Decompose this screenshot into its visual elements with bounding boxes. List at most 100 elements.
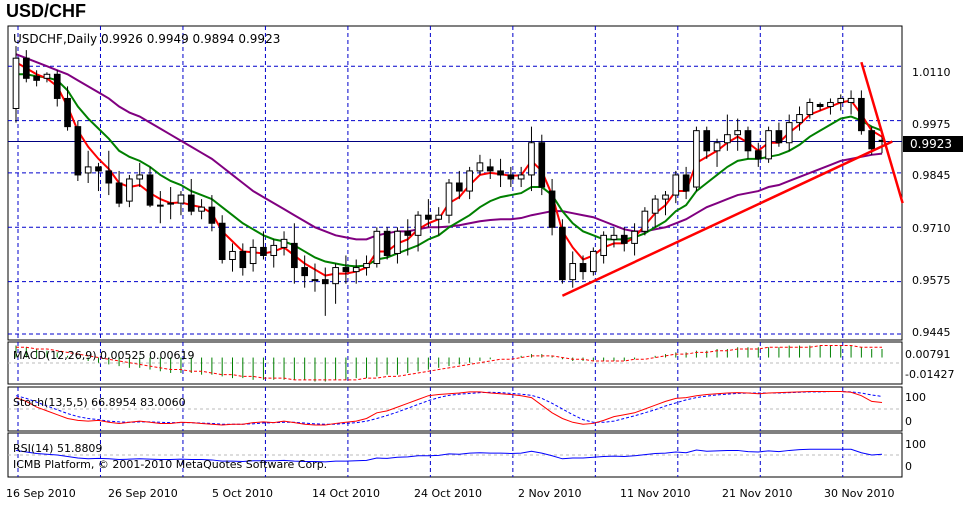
price-tick: 0.9845 — [912, 169, 951, 182]
candle-body — [187, 194, 195, 212]
price-tick: 0.9575 — [912, 274, 951, 287]
candle-body — [291, 242, 298, 269]
candle-body — [806, 101, 814, 116]
candle-body — [105, 170, 113, 184]
candle-body — [641, 210, 649, 232]
candle-body — [816, 103, 824, 107]
price-axis: 1.0110 0.9975 0.9845 0.9710 0.9575 0.944… — [912, 66, 951, 339]
candle-body — [321, 279, 329, 285]
candle-body — [383, 230, 391, 256]
candle-body — [847, 97, 855, 103]
candle-body — [517, 174, 525, 180]
rsi-axis-bottom: 0 — [905, 460, 912, 473]
date-tick: 30 Nov 2010 — [824, 487, 894, 500]
candle-body — [466, 170, 473, 192]
macd-signal-line — [16, 345, 882, 381]
date-tick: 16 Sep 2010 — [6, 487, 76, 500]
date-tick: 24 Oct 2010 — [414, 487, 482, 500]
candle-body — [734, 130, 742, 136]
candle-body — [837, 97, 845, 103]
candle-body — [455, 182, 463, 192]
candle-body — [414, 214, 422, 236]
copyright-footer: ICMB Platform, © 2001-2010 MetaQuotes So… — [13, 458, 327, 471]
stoch-axis-bottom: 0 — [905, 415, 912, 428]
candle-body — [569, 263, 577, 281]
current-price-label: 0.9923 — [910, 137, 952, 151]
candle-body — [713, 142, 721, 152]
candle-body — [239, 250, 247, 269]
grid-lines — [8, 26, 902, 477]
candle-body — [198, 206, 205, 212]
candle-body — [260, 246, 267, 256]
stoch-signal-line — [15, 391, 883, 425]
candle-body — [342, 267, 350, 273]
candle-body — [425, 214, 432, 220]
candle-body — [33, 75, 40, 81]
candle-body — [136, 174, 144, 180]
candle-body — [43, 73, 51, 79]
candle-body — [754, 150, 762, 160]
stoch-main-line — [15, 391, 883, 426]
candle-body — [528, 142, 535, 176]
stoch-axis-top: 100 — [905, 391, 926, 404]
stoch-label: Stoch(13,5,5) 66.8954 83.0060 — [13, 396, 186, 409]
candle-body — [497, 170, 504, 176]
candle-body — [332, 267, 339, 285]
candle-body — [559, 226, 566, 281]
main-panel-frame — [7, 25, 903, 341]
candle-body — [631, 230, 638, 244]
ema-mid-line — [16, 73, 883, 268]
date-tick: 26 Sep 2010 — [108, 487, 178, 500]
current-price-badge — [903, 136, 963, 152]
candle-body — [280, 238, 288, 248]
candle-body — [476, 162, 484, 172]
candle-body — [620, 234, 628, 244]
trend-line — [561, 140, 893, 297]
candle-body — [693, 130, 700, 188]
candle-body — [703, 130, 711, 152]
candle-body — [74, 126, 82, 176]
candle-body — [301, 267, 309, 277]
macd-axis-bottom: -0.01427 — [905, 368, 954, 381]
candle-body — [610, 234, 618, 240]
price-tick: 1.0110 — [912, 66, 951, 79]
candle-body — [548, 190, 556, 228]
candle-body — [229, 250, 236, 261]
date-tick: 2 Nov 2010 — [518, 487, 581, 500]
price-tick: 0.9445 — [912, 326, 951, 339]
candle-body — [445, 182, 453, 216]
candle-body — [22, 57, 30, 79]
candle-body — [156, 204, 164, 207]
candle-body — [208, 206, 216, 224]
candle-body — [146, 174, 154, 206]
candle-body — [352, 267, 360, 273]
candle-body — [167, 202, 174, 205]
candle-body — [662, 194, 669, 200]
candle-body — [404, 230, 412, 236]
candle-body — [95, 166, 102, 172]
candle-body — [724, 134, 731, 144]
candle-body — [682, 174, 690, 192]
candle-body — [579, 263, 587, 273]
candle-body — [126, 178, 133, 202]
candle-body — [363, 263, 370, 269]
date-tick: 5 Oct 2010 — [212, 487, 273, 500]
date-axis: 16 Sep 2010 26 Sep 2010 5 Oct 2010 14 Oc… — [6, 487, 894, 500]
candle-body — [177, 194, 185, 204]
macd-label: MACD(12,26,9) 0.00525 0.00619 — [13, 349, 195, 362]
candle-body — [507, 174, 515, 180]
candle-body — [115, 182, 123, 204]
candle-body — [435, 214, 443, 220]
plot-layer — [8, 46, 904, 463]
date-tick: 11 Nov 2010 — [620, 487, 690, 500]
candle-body — [600, 234, 607, 256]
price-tick: 0.9710 — [912, 222, 951, 235]
candle-body — [311, 279, 319, 282]
candle-body — [64, 97, 71, 128]
rsi-axis-top: 100 — [905, 438, 926, 451]
candle-body — [12, 57, 20, 110]
candle-body — [538, 142, 546, 188]
candle-body — [785, 122, 793, 144]
candle-body — [744, 130, 752, 152]
